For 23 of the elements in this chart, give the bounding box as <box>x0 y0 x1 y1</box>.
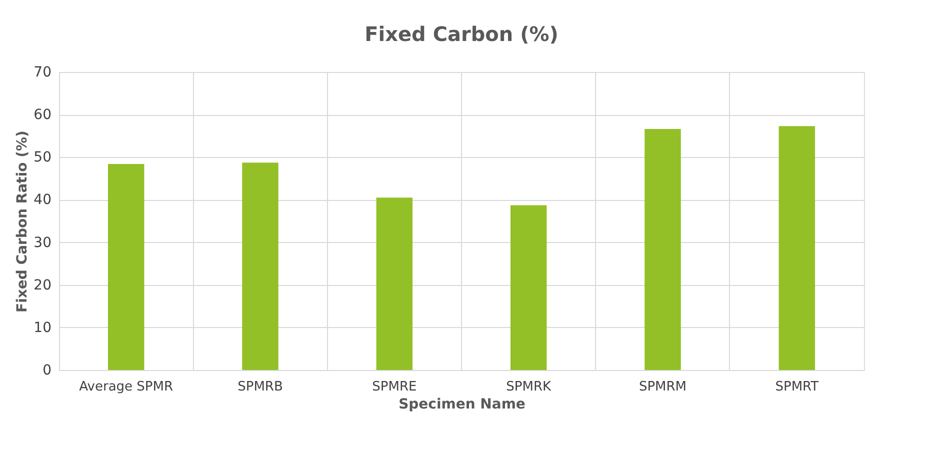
x-axis-title: Specimen Name <box>398 396 526 412</box>
y-tick-label: 50 <box>34 150 52 166</box>
x-tick-label: SPMRM <box>638 380 687 394</box>
y-axis-title: Fixed Carbon Ratio (%) <box>14 130 31 312</box>
x-tick-label: Average SPMR <box>79 380 174 394</box>
chart-title: Fixed Carbon (%) <box>364 22 558 46</box>
x-tick-label: SPMRT <box>775 380 819 394</box>
y-tick-label: 0 <box>42 362 52 378</box>
bar <box>242 162 278 370</box>
y-tick-label: 30 <box>34 234 52 251</box>
y-tick-label: 40 <box>34 192 52 208</box>
bar <box>108 164 144 370</box>
bar <box>644 129 681 370</box>
bar <box>376 198 413 370</box>
x-tick-label: SPMRK <box>506 380 552 394</box>
bar <box>778 126 816 370</box>
x-tick-label: SPMRE <box>372 380 417 394</box>
y-tick-label: 10 <box>34 320 52 336</box>
y-tick-label: 20 <box>34 277 52 294</box>
y-tick-label: 60 <box>34 107 52 124</box>
bar <box>510 205 547 370</box>
y-tick-label: 70 <box>34 64 52 80</box>
x-tick-label: SPMRB <box>238 380 283 394</box>
